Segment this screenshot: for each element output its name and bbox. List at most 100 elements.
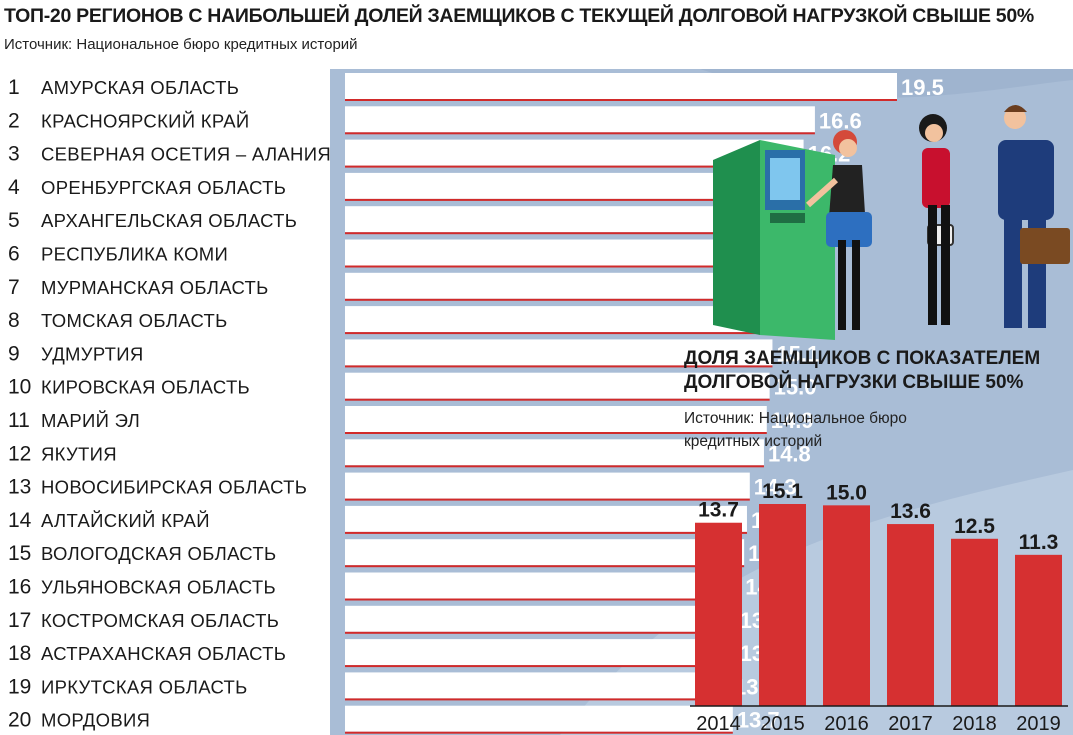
column-value-label: 13.7: [698, 499, 739, 522]
region-label: УЛЬЯНОВСКАЯ ОБЛАСТЬ: [41, 577, 276, 598]
rank-label: 18: [8, 642, 31, 665]
bar-underline: [345, 99, 897, 101]
column: [1015, 554, 1062, 706]
rank-label: 12: [8, 442, 31, 465]
value-label: 19.5: [901, 75, 944, 100]
bar: [345, 73, 897, 99]
region-label: РЕСПУБЛИКА КОМИ: [41, 244, 228, 265]
bar-underline: [345, 165, 804, 168]
rank-label: 6: [8, 243, 20, 266]
bar-underline: [345, 731, 733, 734]
bar: [345, 339, 773, 366]
page-title: ТОП-20 РЕГИОНОВ С НАИБОЛЬШЕЙ ДОЛЕЙ ЗАЕМЩ…: [4, 5, 1034, 27]
bar: [345, 639, 736, 666]
column-value-label: 13.6: [890, 500, 931, 523]
man-waiting-icon: [998, 105, 1070, 328]
bar-underline: [345, 631, 736, 634]
column: [759, 504, 806, 706]
value-label: 13.7: [737, 708, 780, 733]
rank-label: 16: [8, 576, 31, 599]
bar-underline: [345, 432, 767, 434]
rank-label: 1: [8, 76, 20, 99]
region-label: КИРОВСКАЯ ОБЛАСТЬ: [41, 377, 250, 398]
region-label: АСТРАХАНСКАЯ ОБЛАСТЬ: [41, 643, 286, 664]
bar: [345, 472, 750, 499]
bar-underline: [345, 265, 787, 268]
region-label: СЕВЕРНАЯ ОСЕТИЯ – АЛАНИЯ: [41, 144, 331, 165]
bar: [345, 406, 767, 432]
bar: [345, 439, 764, 466]
bar-underline: [345, 565, 745, 568]
rank-label: 14: [8, 509, 32, 532]
bar-underline: [345, 598, 742, 601]
rank-label: 5: [8, 209, 20, 232]
year-label: 2019: [1016, 713, 1061, 735]
bar-underline: [345, 298, 779, 301]
value-label: 15.1: [776, 341, 819, 366]
rank-label: 9: [8, 342, 20, 365]
bar: [345, 705, 733, 732]
woman-customer-icon: [806, 130, 872, 330]
bar: [345, 672, 730, 699]
bar: [345, 605, 736, 632]
region-label: МУРМАНСКАЯ ОБЛАСТЬ: [41, 277, 269, 298]
region-label: АМУРСКАЯ ОБЛАСТЬ: [41, 77, 239, 98]
rank-label: 2: [8, 109, 20, 132]
bar: [345, 539, 745, 566]
value-label: 14.9: [771, 408, 814, 433]
region-label: ТОМСКАЯ ОБЛАСТЬ: [41, 310, 228, 331]
value-label: 14.8: [768, 441, 811, 466]
bar-underline: [345, 132, 815, 135]
bar: [345, 572, 742, 599]
rank-label: 4: [8, 176, 20, 199]
region-label: НОВОСИБИРСКАЯ ОБЛАСТЬ: [41, 477, 307, 498]
rank-label: 19: [8, 675, 31, 698]
year-label: 2015: [760, 713, 805, 735]
column-value-label: 11.3: [1019, 531, 1059, 554]
column-value-label: 15.0: [826, 481, 867, 504]
bar-underline: [345, 498, 750, 501]
rank-label: 13: [8, 476, 31, 499]
bar-underline: [345, 665, 736, 668]
region-label: УДМУРТИЯ: [41, 343, 143, 364]
rank-label: 10: [8, 376, 31, 399]
chart2-source: Источник: Национальное бюро кредитных ис…: [684, 410, 907, 450]
column: [695, 522, 742, 706]
region-label: ЯКУТИЯ: [41, 443, 117, 464]
bar: [345, 106, 815, 133]
bar-underline: [345, 232, 798, 235]
region-label: МАРИЙ ЭЛ: [41, 410, 140, 431]
bar-underline: [345, 698, 730, 701]
bar: [345, 272, 779, 299]
region-label: КОСТРОМСКАЯ ОБЛАСТЬ: [41, 610, 279, 631]
region-label: ИРКУТСКАЯ ОБЛАСТЬ: [41, 676, 248, 697]
bar: [345, 372, 770, 399]
bar-underline: [345, 332, 779, 335]
column: [951, 538, 998, 706]
rank-label: 17: [8, 609, 31, 632]
region-label: МОРДОВИЯ: [41, 710, 150, 731]
bar: [345, 306, 779, 333]
chart2-title: ДОЛЯ ЗАЕМЩИКОВ С ПОКАЗАТЕЛЕМ ДОЛГОВОЙ НА…: [684, 348, 1041, 393]
rank-label: 3: [8, 143, 20, 166]
rank-label: 11: [8, 409, 30, 432]
value-label: 14.3: [754, 475, 797, 500]
woman-waiting-icon: [919, 114, 954, 325]
atm-icon: [713, 140, 835, 340]
bar-underline: [345, 398, 770, 401]
rank-label: 15: [8, 542, 31, 565]
bar: [345, 505, 747, 532]
year-label: 2016: [824, 713, 869, 735]
bar-underline: [345, 465, 764, 468]
bar-underline: [345, 365, 773, 368]
region-label: КРАСНОЯРСКИЙ КРАЙ: [41, 110, 250, 131]
region-label: ВОЛОГОДСКАЯ ОБЛАСТЬ: [41, 543, 276, 564]
bar-underline: [345, 531, 747, 534]
year-label: 2017: [888, 713, 933, 735]
year-label: 2018: [952, 713, 997, 735]
column-value-label: 15.1: [762, 480, 803, 503]
column: [823, 505, 870, 706]
